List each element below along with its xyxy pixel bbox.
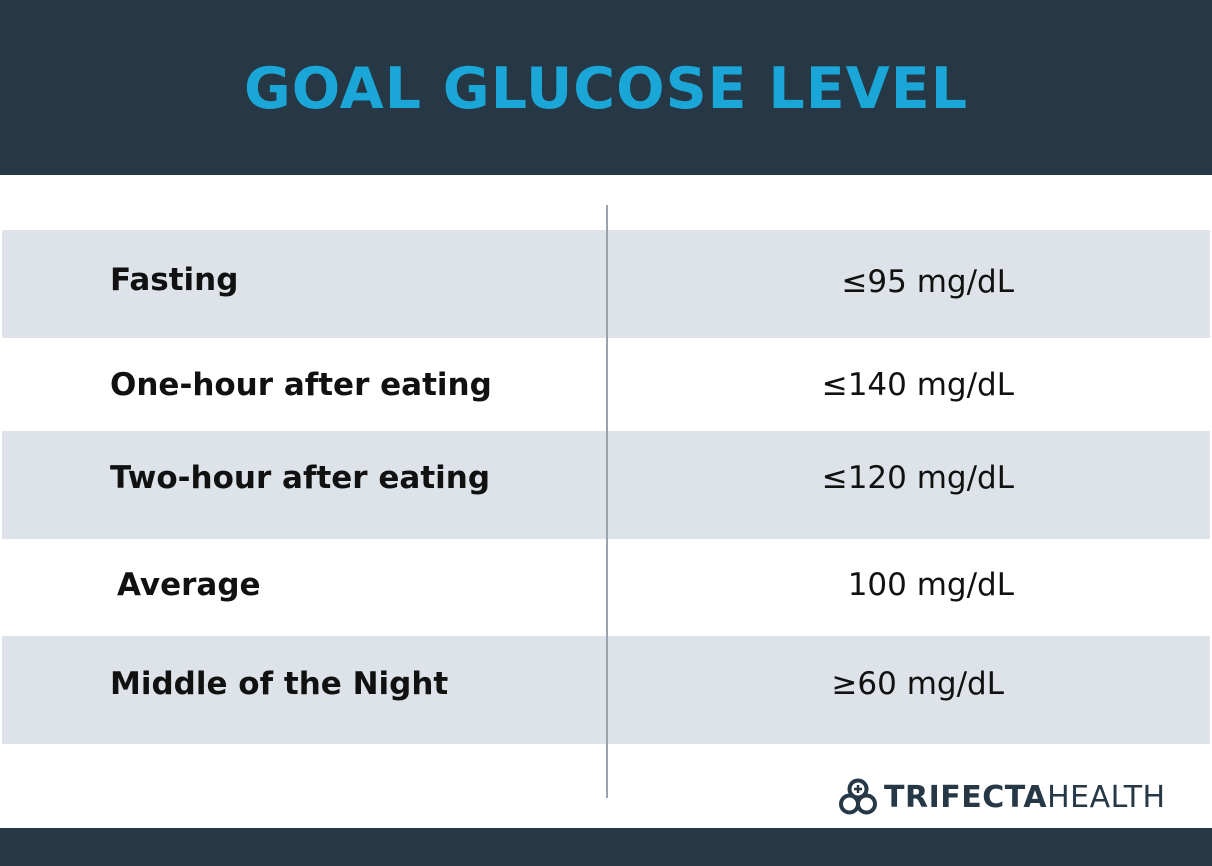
brand-logo: TRIFECTA HEALTH (838, 777, 1166, 817)
page-title: GOAL GLUCOSE LEVEL (243, 56, 969, 122)
row-value: ≥60 mg/dL (831, 666, 1004, 702)
row-value: 100 mg/dL (847, 567, 1014, 603)
row-value: ≤120 mg/dL (821, 460, 1014, 496)
table-row: Average 100 mg/dL (2, 539, 1210, 636)
row-label: Middle of the Night (110, 666, 449, 702)
row-label: Fasting (110, 262, 239, 298)
logo-text-bold: TRIFECTA (884, 779, 1048, 815)
row-value: ≤140 mg/dL (821, 367, 1014, 403)
row-label: Two-hour after eating (110, 460, 491, 496)
column-divider (606, 205, 608, 798)
header-bar: GOAL GLUCOSE LEVEL (0, 0, 1212, 175)
trifecta-rings-icon (839, 778, 877, 815)
row-label: One-hour after eating (110, 367, 492, 403)
table-row: One-hour after eating ≤140 mg/dL (2, 338, 1210, 431)
row-value: ≤95 mg/dL (841, 264, 1014, 300)
logo-text-light: HEALTH (1047, 779, 1166, 815)
footer-bar (0, 828, 1212, 866)
row-label: Average (117, 567, 261, 603)
